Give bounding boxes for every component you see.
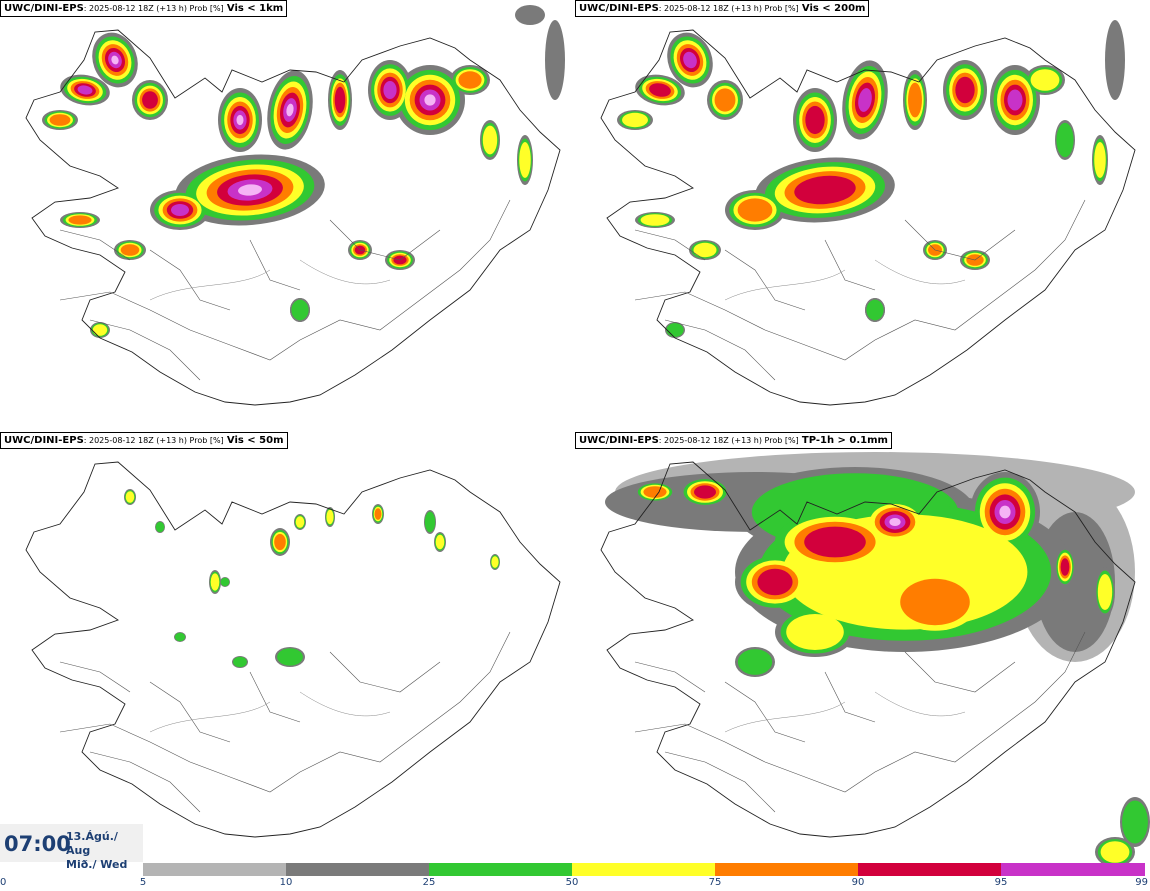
coastline	[600, 29, 1136, 406]
river-lines	[724, 691, 966, 733]
run-info: : 2025-08-12 18Z (+13 h) Prob [%]	[83, 436, 224, 445]
run-info: : 2025-08-12 18Z (+13 h) Prob [%]	[658, 4, 799, 13]
model-name: UWC/DINI-EPS	[579, 3, 659, 14]
river-lines	[724, 259, 966, 301]
colorbar-segment	[286, 863, 430, 876]
colorbar-tick-label: 99	[1135, 877, 1148, 888]
field-name: Vis < 1km	[226, 3, 284, 14]
colorbar-tick-label: 10	[279, 877, 293, 888]
field-name: Vis < 50m	[226, 435, 284, 446]
colorbar-segment	[715, 863, 859, 876]
colorbar-tick-label: 0	[0, 877, 7, 888]
colorbar-segment	[429, 863, 573, 876]
panel-title: UWC/DINI-EPS: 2025-08-12 18Z (+13 h) Pro…	[0, 0, 288, 17]
valid-date-line1: 13.Ágú./ Aug	[66, 830, 118, 857]
coastline	[25, 461, 561, 838]
river-lines	[149, 259, 391, 301]
map-panel-vis-50m: UWC/DINI-EPS: 2025-08-12 18Z (+13 h) Pro…	[0, 432, 575, 864]
model-name: UWC/DINI-EPS	[4, 3, 84, 14]
precip-prob-fill	[124, 489, 500, 668]
precip-prob-fill	[42, 5, 565, 338]
river-lines	[149, 691, 391, 733]
colorbar-tick-label: 5	[139, 877, 147, 888]
run-info: : 2025-08-12 18Z (+13 h) Prob [%]	[83, 4, 224, 13]
colorbar-segment	[0, 863, 144, 876]
run-info: : 2025-08-12 18Z (+13 h) Prob [%]	[658, 436, 799, 445]
colorbar-tick-label: 75	[708, 877, 722, 888]
valid-date: 13.Ágú./ Aug Mið./ Wed	[66, 830, 143, 872]
colorbar-segment	[572, 863, 716, 876]
model-name: UWC/DINI-EPS	[4, 435, 84, 446]
road-lines	[59, 631, 511, 813]
map-panel-vis-200m: UWC/DINI-EPS: 2025-08-12 18Z (+13 h) Pro…	[575, 0, 1150, 432]
field-name: TP-1h > 0.1mm	[801, 435, 888, 446]
model-name: UWC/DINI-EPS	[579, 435, 659, 446]
colorbar-tick-label: 90	[851, 877, 865, 888]
valid-time: 07:00	[4, 832, 71, 856]
field-name: Vis < 200m	[801, 3, 866, 14]
valid-time-box: 07:00 13.Ágú./ Aug Mið./ Wed	[0, 824, 143, 871]
panel-title: UWC/DINI-EPS: 2025-08-12 18Z (+13 h) Pro…	[575, 0, 870, 17]
panel-title: UWC/DINI-EPS: 2025-08-12 18Z (+13 h) Pro…	[575, 432, 892, 449]
map-panel-vis-1km: UWC/DINI-EPS: 2025-08-12 18Z (+13 h) Pro…	[0, 0, 575, 432]
road-lines	[634, 631, 1086, 813]
colorbar-segment	[1001, 863, 1145, 876]
colorbar-tick-label: 25	[422, 877, 436, 888]
colorbar-segment	[858, 863, 1002, 876]
road-lines	[59, 199, 511, 381]
colorbar-segment	[143, 863, 287, 876]
panel-title: UWC/DINI-EPS: 2025-08-12 18Z (+13 h) Pro…	[0, 432, 288, 449]
coastline	[600, 461, 1136, 838]
probability-colorbar: 0 5 10 25 50 75 90 95 99	[0, 863, 1150, 891]
colorbar-tick-label: 50	[565, 877, 579, 888]
coastline	[25, 29, 561, 406]
colorbar-tick-label: 95	[994, 877, 1008, 888]
precip-prob-fill	[605, 452, 1150, 864]
map-panel-precip: UWC/DINI-EPS: 2025-08-12 18Z (+13 h) Pro…	[575, 432, 1150, 864]
road-lines	[634, 199, 1086, 381]
precip-prob-fill	[617, 20, 1125, 338]
valid-date-line2: Mið./ Wed	[66, 858, 128, 871]
